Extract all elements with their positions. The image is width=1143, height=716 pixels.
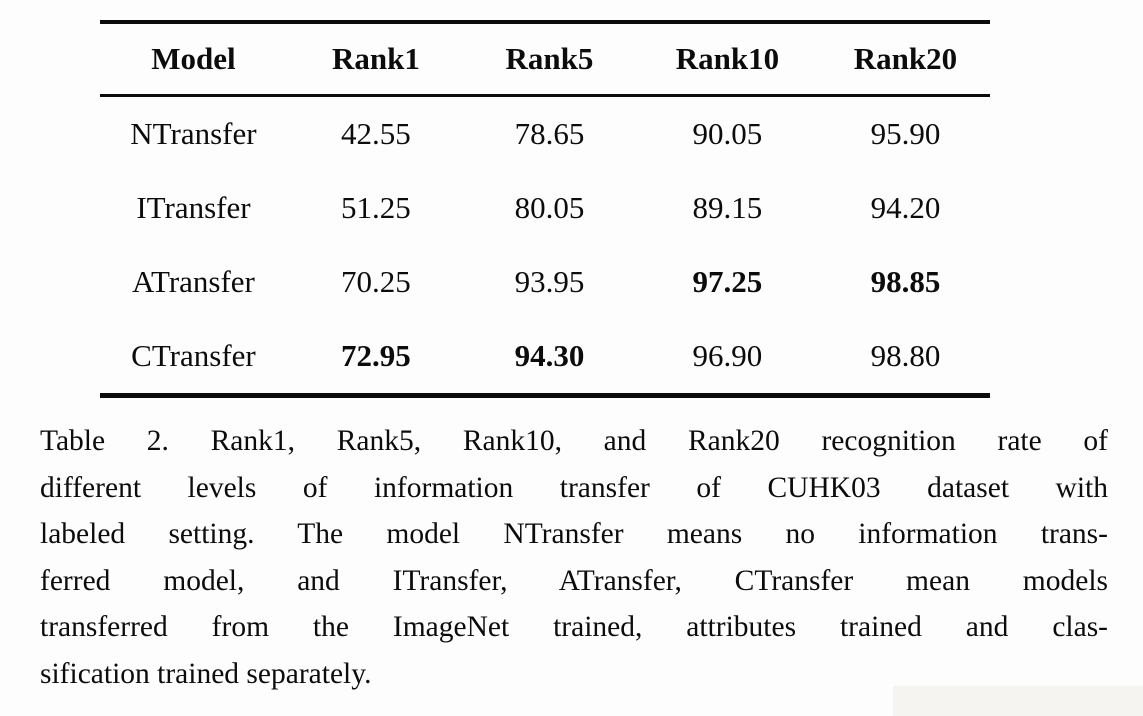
- table-row: ATransfer 70.25 93.95 97.25 98.85: [100, 245, 990, 319]
- model-name-cell: NTransfer: [130, 116, 257, 151]
- model-name-cell: ITransfer: [136, 190, 251, 225]
- rank-value-cell: 51.25: [341, 190, 411, 225]
- column-header: Rank5: [464, 22, 634, 97]
- table-caption: Table 2. Rank1, Rank5, Rank10, and Rank2…: [40, 418, 1108, 697]
- rank-value-cell: 78.65: [514, 116, 585, 151]
- model-name-cell: ATransfer: [132, 264, 255, 299]
- table-row: ITransfer 51.25 80.05 89.15 94.20: [100, 171, 990, 245]
- caption-line: ferred model, and ITransfer, ATransfer, …: [40, 564, 1108, 597]
- rank-value-cell: 90.05: [692, 116, 763, 151]
- rank-value-cell: 93.95: [514, 264, 585, 299]
- table-header-row: Model Rank1 Rank5 Rank10 Rank20: [100, 22, 990, 97]
- scrollbar-artifact: [893, 686, 1143, 716]
- caption-line: sification trained separately.: [40, 657, 372, 690]
- caption-line: Table 2. Rank1, Rank5, Rank10, and Rank2…: [40, 425, 1108, 457]
- column-header: Rank1: [286, 22, 465, 97]
- column-header: Rank10: [633, 22, 821, 97]
- rank-value-cell: 98.85: [870, 264, 941, 299]
- column-header: Model: [100, 22, 287, 97]
- caption-line: labeled setting. The model NTransfer mea…: [40, 518, 1108, 550]
- rank-value-cell: 97.25: [692, 264, 763, 299]
- model-name-cell: CTransfer: [131, 338, 256, 373]
- rank-value-cell: 95.90: [870, 116, 941, 151]
- rank-value-cell: 89.15: [692, 190, 763, 225]
- rank-value-cell: 72.95: [341, 338, 411, 373]
- results-table-block: Model Rank1 Rank5 Rank10 Rank20 NTransfer 42.…: [100, 20, 990, 398]
- rank-value-cell: 98.80: [870, 338, 941, 373]
- rank-value-cell: 94.30: [514, 338, 585, 373]
- column-header: Rank20: [820, 22, 990, 97]
- caption-line: different levels of information transfer…: [40, 471, 1108, 504]
- caption-line: transferred from the ImageNet trained, a…: [40, 611, 1108, 643]
- rank-value-cell: 70.25: [341, 264, 411, 299]
- rank-value-cell: 96.90: [692, 338, 763, 373]
- rank-value-cell: 94.20: [870, 190, 941, 225]
- table-row: NTransfer 42.55 78.65 90.05 95.90: [100, 96, 990, 172]
- rank-value-cell: 42.55: [341, 116, 411, 151]
- table-row: CTransfer 72.95 94.30 96.90 98.80: [100, 319, 990, 396]
- rank-value-cell: 80.05: [514, 190, 585, 225]
- results-table: Model Rank1 Rank5 Rank10 Rank20 NTransfer 42.…: [100, 20, 990, 398]
